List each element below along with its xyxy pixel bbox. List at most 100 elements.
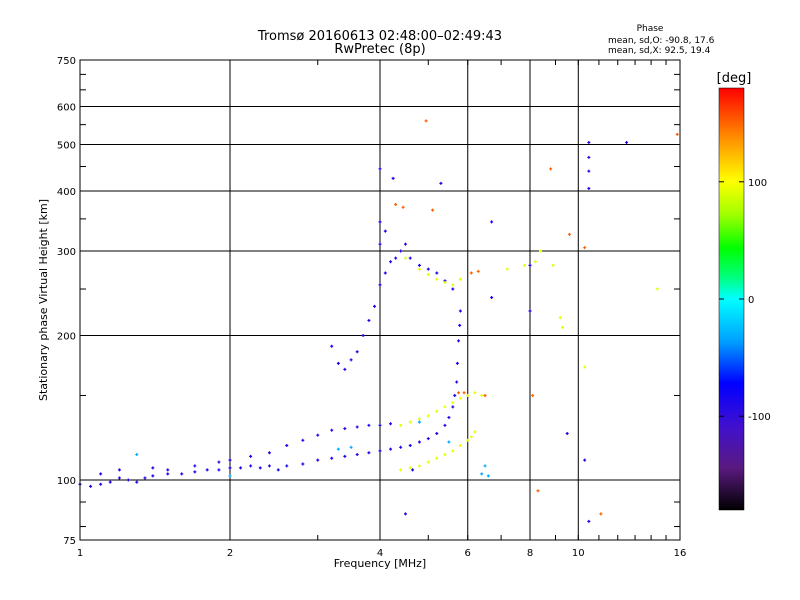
data-point	[469, 435, 473, 439]
data-point	[151, 474, 155, 478]
data-point	[336, 361, 340, 365]
grid-lines	[80, 60, 680, 540]
data-point	[267, 464, 271, 468]
data-point	[655, 287, 659, 291]
data-point	[343, 427, 347, 431]
data-point	[408, 420, 412, 424]
data-point	[355, 453, 359, 457]
data-point	[228, 466, 232, 470]
data-point	[447, 415, 451, 419]
y-tick-label: 600	[57, 103, 76, 114]
data-point	[426, 267, 430, 271]
data-point	[330, 428, 334, 432]
data-point	[383, 271, 387, 275]
data-point	[443, 405, 447, 409]
data-point	[399, 445, 403, 449]
data-point	[457, 339, 461, 343]
data-point	[301, 462, 305, 466]
data-point	[343, 454, 347, 458]
data-point	[505, 267, 509, 271]
data-point	[458, 444, 462, 448]
data-point	[417, 263, 421, 267]
colorbar-ticks: -100 0 100	[719, 178, 771, 423]
data-point	[373, 304, 377, 308]
data-point	[587, 519, 591, 523]
y-tick-label: 750	[57, 56, 76, 67]
data-point	[228, 474, 232, 478]
data-point	[355, 425, 359, 429]
y-tick-label: 500	[57, 141, 76, 152]
data-point	[126, 478, 130, 482]
data-point	[451, 401, 455, 405]
data-point	[258, 466, 262, 470]
y-tick-label: 400	[57, 187, 76, 198]
data-point	[417, 417, 421, 421]
phase-box-x: mean, sd,X: 92.5, 19.4	[608, 46, 711, 56]
data-point	[99, 472, 103, 476]
data-point	[565, 432, 569, 436]
data-point	[469, 271, 473, 275]
data-point	[349, 445, 353, 449]
data-point	[417, 267, 421, 271]
data-point	[458, 323, 462, 327]
data-point	[399, 468, 403, 472]
data-point	[435, 432, 439, 436]
data-point	[483, 394, 487, 398]
data-point	[378, 167, 382, 171]
data-point	[394, 256, 398, 260]
data-point	[89, 484, 93, 488]
colorbar: [deg] -100 0 100	[717, 71, 771, 511]
data-point	[561, 325, 565, 329]
data-point	[217, 460, 221, 464]
data-point	[431, 208, 435, 212]
y-axis-ticks: 75 100 200 300 400 500 600 750	[57, 56, 680, 547]
data-point	[336, 447, 340, 451]
data-point	[367, 423, 371, 427]
data-point	[391, 176, 395, 180]
data-point	[151, 466, 155, 470]
data-point	[389, 260, 393, 264]
data-point	[424, 119, 428, 123]
data-point	[480, 472, 484, 476]
data-point	[451, 287, 455, 291]
data-point	[394, 202, 398, 206]
data-point	[135, 480, 139, 484]
data-point	[239, 466, 243, 470]
data-point	[435, 277, 439, 281]
data-point	[343, 367, 347, 371]
y-axis-label: Stationary phase Virtual Height [km]	[37, 199, 50, 401]
y-tick-label: 300	[57, 247, 76, 258]
data-point	[117, 476, 121, 480]
data-point	[99, 482, 103, 486]
data-point	[399, 249, 403, 253]
x-axis-ticks: 1 2 4 6 8 10 16	[77, 60, 686, 559]
data-point	[567, 232, 571, 236]
data-point	[426, 437, 430, 441]
data-point	[451, 449, 455, 453]
data-point	[453, 394, 457, 398]
data-point	[587, 140, 591, 144]
data-point	[408, 444, 412, 448]
data-point	[205, 468, 209, 472]
y-tick-label: 75	[63, 536, 76, 547]
data-point	[378, 242, 382, 246]
data-point	[355, 350, 359, 354]
data-point	[399, 423, 403, 427]
data-point	[117, 468, 121, 472]
colorbar-tick-label: 100	[748, 178, 767, 189]
data-point	[536, 489, 540, 493]
data-point	[439, 181, 443, 185]
colorbar-tick-label: -100	[748, 412, 771, 423]
colorbar-tick-label: 0	[748, 295, 754, 306]
x-tick-label: 1	[77, 548, 83, 559]
data-point	[417, 420, 421, 424]
data-point	[435, 271, 439, 275]
data-point	[330, 456, 334, 460]
data-point	[447, 440, 451, 444]
data-point	[411, 468, 415, 472]
x-axis-label: Frequency [MHz]	[334, 557, 426, 570]
data-point	[551, 263, 555, 267]
y-tick-label: 100	[57, 476, 76, 487]
x-tick-label: 4	[377, 548, 383, 559]
